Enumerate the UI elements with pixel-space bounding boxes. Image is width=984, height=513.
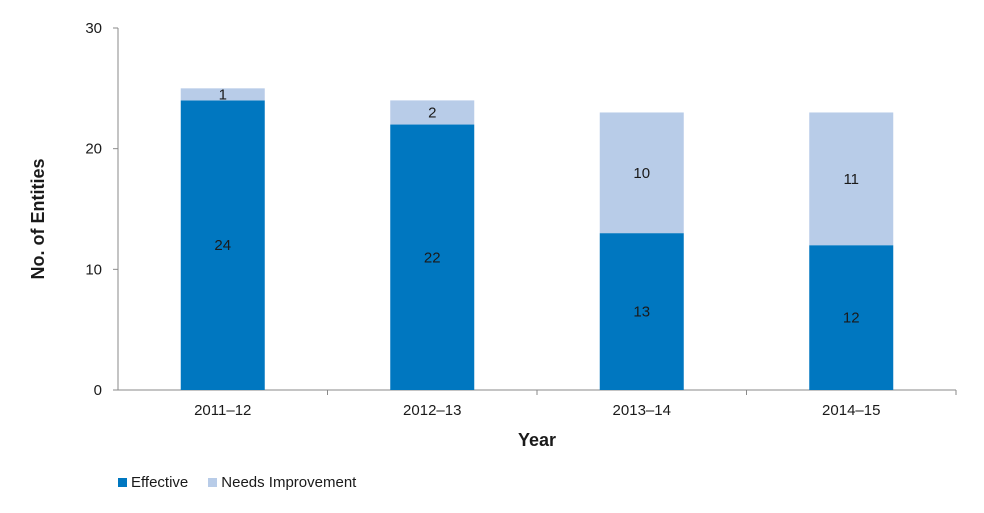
legend-label-needs-improvement: Needs Improvement xyxy=(221,474,357,491)
y-tick-label: 10 xyxy=(85,261,102,278)
x-tick-label: 2013–14 xyxy=(613,402,671,419)
data-label: 2 xyxy=(428,104,436,121)
data-label: 13 xyxy=(633,304,650,321)
data-label: 10 xyxy=(633,165,650,182)
y-tick-label: 0 xyxy=(94,382,102,399)
data-label: 12 xyxy=(843,310,860,327)
data-label: 1 xyxy=(219,86,227,103)
legend: Effective Needs Improvement xyxy=(118,474,356,491)
legend-swatch-effective xyxy=(118,478,127,487)
legend-label-effective: Effective xyxy=(131,474,189,491)
x-axis-title: Year xyxy=(518,430,556,450)
y-axis-ticks: 0 10 20 30 xyxy=(85,20,118,399)
x-tick-label: 2012–13 xyxy=(403,402,461,419)
bar-needs-improvement xyxy=(180,88,265,101)
x-axis-ticks: 2011–12 2012–13 2013–14 2014–15 xyxy=(194,390,957,419)
y-tick-label: 20 xyxy=(85,141,102,158)
data-label: 11 xyxy=(843,171,859,188)
bar-needs-improvement xyxy=(390,100,475,125)
bar-needs-improvement xyxy=(599,112,684,234)
x-tick-label: 2014–15 xyxy=(822,402,880,419)
legend-item-effective: Effective xyxy=(118,474,188,491)
legend-swatch-needs-improvement xyxy=(208,478,218,487)
y-tick-label: 30 xyxy=(85,20,102,37)
x-tick-label: 2011–12 xyxy=(194,402,251,419)
bar-effective xyxy=(599,233,684,390)
data-label: 22 xyxy=(424,249,441,266)
legend-item-needs-improvement: Needs Improvement xyxy=(208,474,356,491)
y-axis-title: No. of Entities xyxy=(28,159,48,280)
bar-needs-improvement xyxy=(809,112,894,246)
bar-effective xyxy=(809,245,894,390)
data-label: 24 xyxy=(214,237,231,254)
bar-effective xyxy=(390,124,475,391)
bar-effective xyxy=(180,100,265,391)
